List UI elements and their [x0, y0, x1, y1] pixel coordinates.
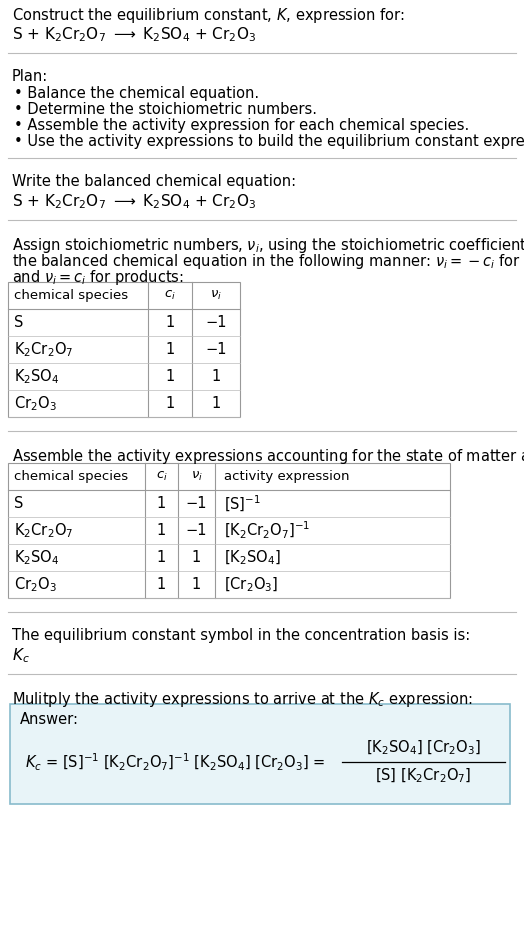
Text: −1: −1	[205, 315, 227, 330]
Bar	[8, 282, 240, 417]
Text: [K$_2$SO$_4$] [Cr$_2$O$_3$]: [K$_2$SO$_4$] [Cr$_2$O$_3$]	[366, 739, 481, 757]
Text: 1: 1	[157, 577, 166, 592]
Text: S + K$_2$Cr$_2$O$_7$ $\longrightarrow$ K$_2$SO$_4$ + Cr$_2$O$_3$: S + K$_2$Cr$_2$O$_7$ $\longrightarrow$ K…	[12, 192, 256, 211]
Text: −1: −1	[205, 342, 227, 357]
Text: Assemble the activity expressions accounting for the state of matter and $\nu_i$: Assemble the activity expressions accoun…	[12, 447, 524, 466]
Text: $\nu_i$: $\nu_i$	[191, 470, 202, 483]
Text: S: S	[14, 315, 24, 330]
Text: 1: 1	[166, 369, 174, 384]
Text: 1: 1	[166, 396, 174, 411]
Text: 1: 1	[192, 577, 201, 592]
Text: K$_2$Cr$_2$O$_7$: K$_2$Cr$_2$O$_7$	[14, 340, 73, 359]
Text: −1: −1	[185, 523, 208, 538]
Text: [S]$^{-1}$: [S]$^{-1}$	[224, 493, 261, 513]
Text: 1: 1	[157, 496, 166, 511]
Text: • Determine the stoichiometric numbers.: • Determine the stoichiometric numbers.	[14, 102, 317, 117]
Text: Mulitply the activity expressions to arrive at the $K_c$ expression:: Mulitply the activity expressions to arr…	[12, 690, 473, 709]
Bar	[8, 463, 450, 598]
Text: Plan:: Plan:	[12, 69, 48, 84]
Text: 1: 1	[211, 396, 221, 411]
Text: • Balance the chemical equation.: • Balance the chemical equation.	[14, 86, 259, 101]
Text: The equilibrium constant symbol in the concentration basis is:: The equilibrium constant symbol in the c…	[12, 628, 470, 643]
Text: [K$_2$Cr$_2$O$_7$]$^{-1}$: [K$_2$Cr$_2$O$_7$]$^{-1}$	[224, 520, 310, 541]
Text: S + K$_2$Cr$_2$O$_7$ $\longrightarrow$ K$_2$SO$_4$ + Cr$_2$O$_3$: S + K$_2$Cr$_2$O$_7$ $\longrightarrow$ K…	[12, 25, 256, 44]
Text: $\nu_i$: $\nu_i$	[210, 288, 222, 302]
Text: Write the balanced chemical equation:: Write the balanced chemical equation:	[12, 174, 296, 189]
Text: Answer:: Answer:	[20, 712, 79, 727]
Text: Cr$_2$O$_3$: Cr$_2$O$_3$	[14, 394, 57, 413]
Text: $K_c$: $K_c$	[12, 646, 30, 664]
Text: Construct the equilibrium constant, $K$, expression for:: Construct the equilibrium constant, $K$,…	[12, 6, 405, 25]
FancyBboxPatch shape	[10, 704, 510, 804]
Text: [K$_2$SO$_4$]: [K$_2$SO$_4$]	[224, 549, 281, 567]
Text: 1: 1	[192, 550, 201, 565]
Text: $K_c$ = [S]$^{-1}$ [K$_2$Cr$_2$O$_7$]$^{-1}$ [K$_2$SO$_4$] [Cr$_2$O$_3$] =: $K_c$ = [S]$^{-1}$ [K$_2$Cr$_2$O$_7$]$^{…	[25, 752, 325, 772]
Text: and $\nu_i = c_i$ for products:: and $\nu_i = c_i$ for products:	[12, 268, 184, 287]
Text: S: S	[14, 496, 24, 511]
Text: 1: 1	[157, 550, 166, 565]
Text: Assign stoichiometric numbers, $\nu_i$, using the stoichiometric coefficients, $: Assign stoichiometric numbers, $\nu_i$, …	[12, 236, 524, 255]
Text: 1: 1	[166, 342, 174, 357]
Text: • Use the activity expressions to build the equilibrium constant expression.: • Use the activity expressions to build …	[14, 134, 524, 149]
Text: $c_i$: $c_i$	[156, 470, 167, 483]
Text: K$_2$Cr$_2$O$_7$: K$_2$Cr$_2$O$_7$	[14, 521, 73, 540]
Text: chemical species: chemical species	[14, 470, 128, 483]
Text: Cr$_2$O$_3$: Cr$_2$O$_3$	[14, 575, 57, 594]
Text: [S] [K$_2$Cr$_2$O$_7$]: [S] [K$_2$Cr$_2$O$_7$]	[375, 767, 472, 785]
Text: [Cr$_2$O$_3$]: [Cr$_2$O$_3$]	[224, 575, 278, 594]
Text: chemical species: chemical species	[14, 289, 128, 302]
Text: −1: −1	[185, 496, 208, 511]
Text: K$_2$SO$_4$: K$_2$SO$_4$	[14, 367, 60, 386]
Text: 1: 1	[166, 315, 174, 330]
Text: • Assemble the activity expression for each chemical species.: • Assemble the activity expression for e…	[14, 118, 470, 133]
Text: 1: 1	[157, 523, 166, 538]
Text: 1: 1	[211, 369, 221, 384]
Text: the balanced chemical equation in the following manner: $\nu_i = -c_i$ for react: the balanced chemical equation in the fo…	[12, 252, 524, 271]
Text: activity expression: activity expression	[224, 470, 350, 483]
Text: $c_i$: $c_i$	[164, 288, 176, 302]
Text: K$_2$SO$_4$: K$_2$SO$_4$	[14, 549, 60, 567]
